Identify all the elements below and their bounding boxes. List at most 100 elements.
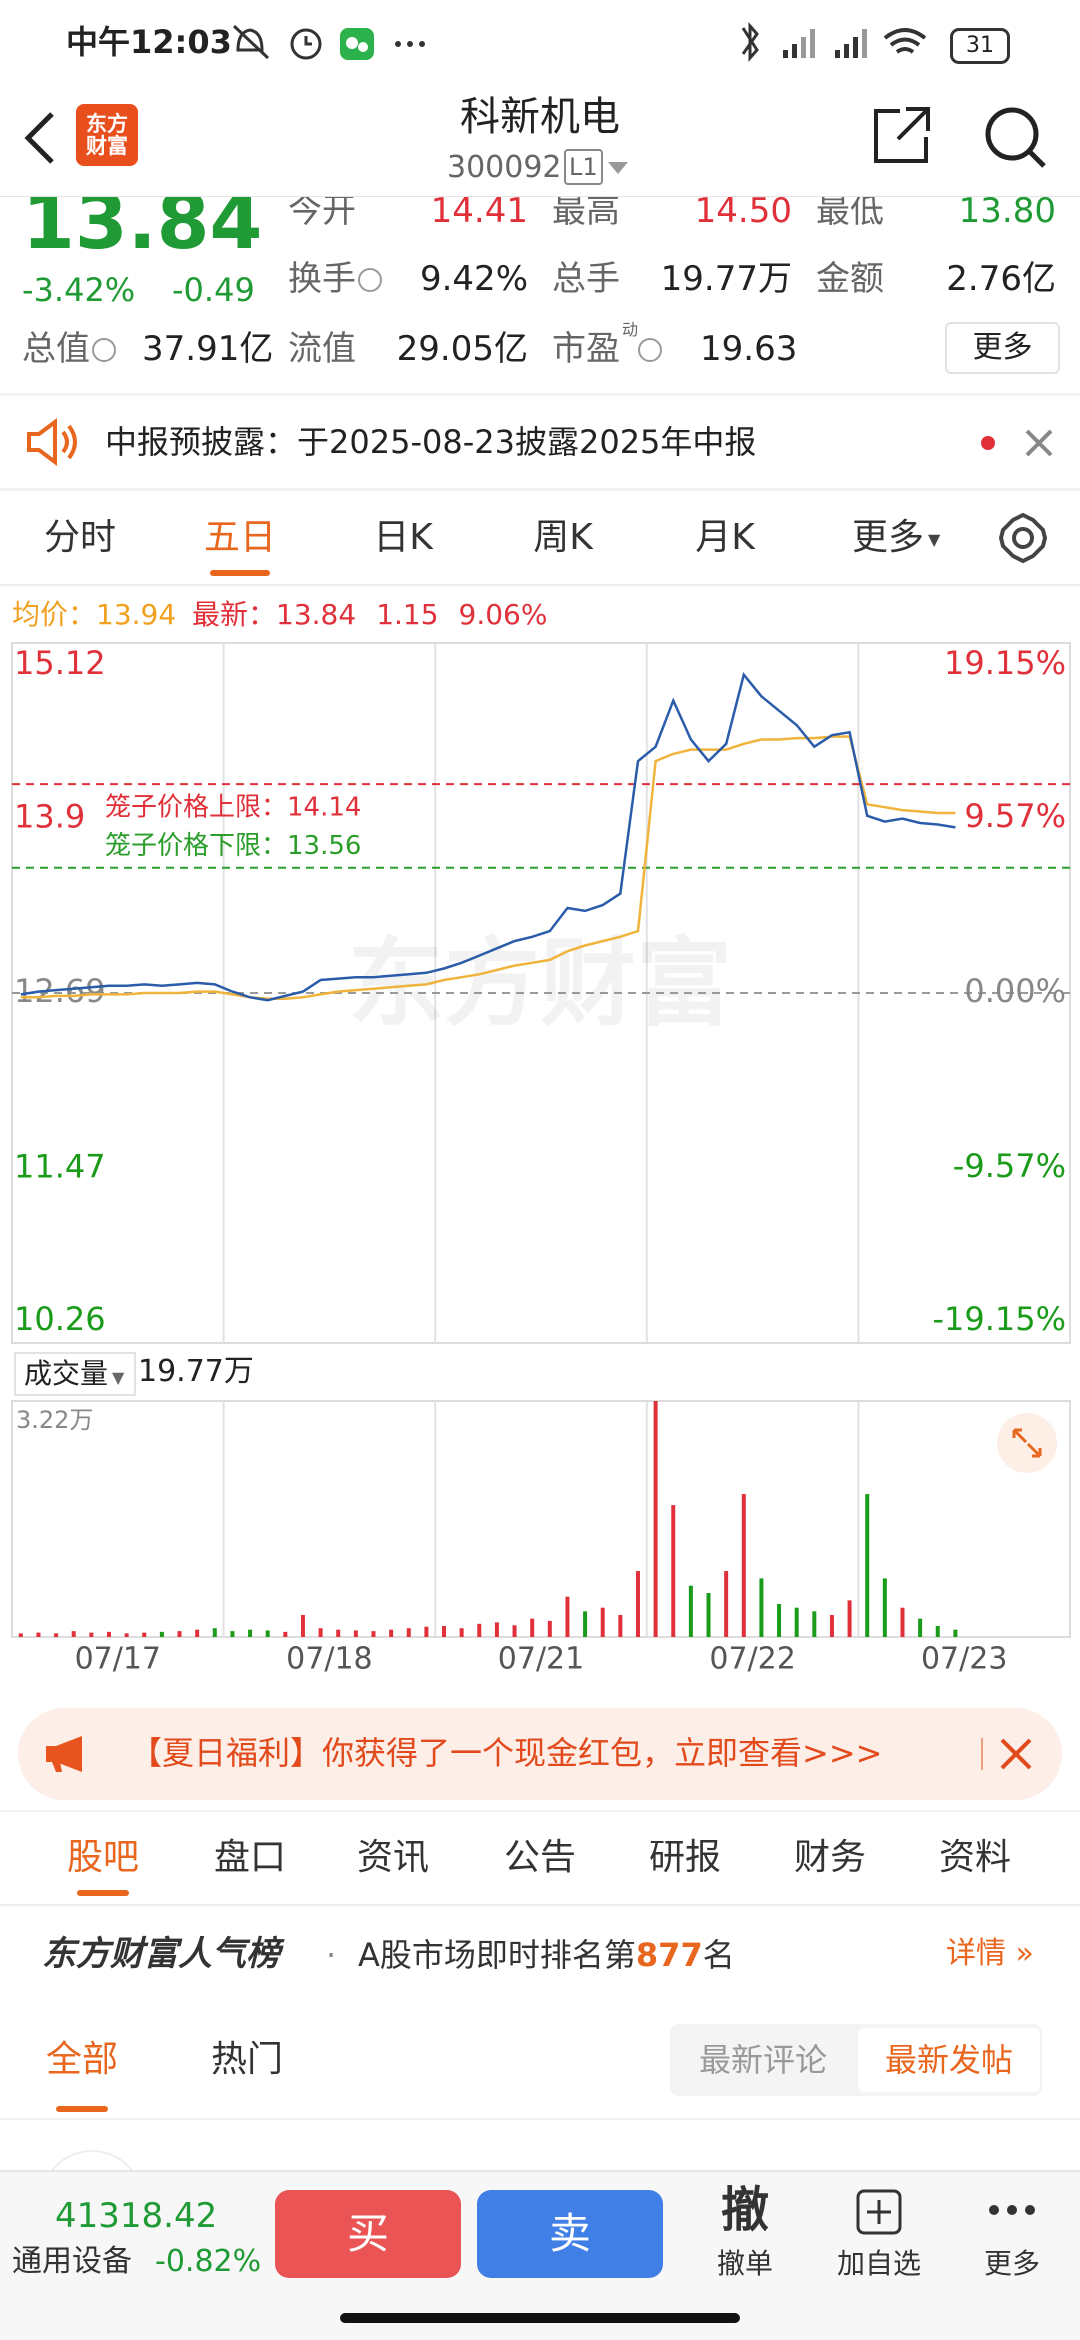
rank-dot: · — [326, 1936, 337, 1974]
volume-bar — [300, 1615, 305, 1637]
price-line — [20, 735, 956, 1001]
sell-button[interactable]: 卖 — [477, 2190, 663, 2278]
app-logo: 东方财富 — [76, 104, 138, 166]
content-tab[interactable]: 股吧 — [66, 1837, 139, 1878]
notice-close[interactable] — [975, 425, 1065, 461]
divider — [0, 488, 1080, 491]
volume-bar — [847, 1600, 852, 1637]
volume-bar — [89, 1632, 94, 1637]
change: -0.49 — [172, 271, 255, 309]
field-sup: 动 — [622, 320, 639, 339]
field-value: 2.76亿 — [946, 259, 1056, 299]
rank-suffix: 名 — [702, 1936, 735, 1974]
banner-close[interactable] — [978, 1734, 1044, 1774]
volume-bar — [600, 1607, 605, 1637]
chart-tab[interactable]: 日K — [373, 517, 433, 558]
field-label: 市盈 — [552, 329, 620, 369]
x-tick-label: 07/17 — [75, 1642, 161, 1677]
y2-tick-label: 19.15% — [944, 644, 1066, 682]
chart-tab[interactable]: 五日 — [203, 517, 276, 558]
x-tick-label: 07/23 — [921, 1642, 1007, 1677]
content-tab[interactable]: 资讯 — [356, 1837, 429, 1878]
chart-tab[interactable]: 分时 — [43, 517, 116, 558]
content-tab[interactable]: 资料 — [938, 1837, 1011, 1878]
expand-button[interactable] — [996, 1412, 1058, 1474]
dropdown-icon[interactable] — [606, 160, 630, 176]
share-button[interactable] — [872, 105, 932, 165]
volume-selector[interactable]: 成交量 ▼ — [14, 1352, 136, 1396]
volume-bar — [618, 1615, 623, 1637]
settings-button[interactable] — [997, 512, 1049, 564]
volume-bar — [671, 1505, 676, 1637]
more-label[interactable]: 更多 — [983, 2247, 1040, 2280]
volume-bar — [336, 1629, 341, 1637]
rank-detail-text[interactable]: 详情 — [946, 1936, 1006, 1971]
y-tick-label: 11.47 — [14, 1148, 106, 1186]
sort-option[interactable]: 最新发帖 — [858, 2028, 1040, 2092]
dropdown-arrow[interactable]: ▼ — [928, 530, 941, 549]
y2-tick-label: 9.57% — [964, 797, 1066, 835]
filter-tab[interactable]: 热门 — [210, 2039, 283, 2080]
chart-tab[interactable]: 月K — [695, 517, 755, 558]
volume-bar — [530, 1618, 535, 1637]
rank-text: A股市场即时排名第877名 — [358, 1939, 735, 1971]
back-button[interactable] — [20, 110, 60, 166]
content-tab[interactable]: 公告 — [503, 1837, 576, 1878]
field-label: 换手 — [288, 259, 356, 299]
volume-bar — [900, 1607, 905, 1637]
notice-text[interactable]: 中报预披露：于2025-08-23披露2025年中报 — [105, 423, 757, 461]
field-label: 金额 — [816, 259, 884, 299]
avg-value: 13.94 — [96, 598, 177, 631]
last-value: 13.84 — [276, 598, 357, 631]
status-time: 中午12:03 — [66, 23, 232, 61]
volume-bar — [424, 1626, 429, 1637]
volume-bar — [459, 1628, 464, 1637]
y-tick-label: 10.26 — [14, 1300, 106, 1338]
volume-bar — [583, 1611, 588, 1637]
x-tick-label: 07/22 — [709, 1642, 795, 1677]
volume-total: 19.77万 — [138, 1354, 254, 1389]
tab-underline — [210, 570, 270, 576]
cancel-label[interactable]: 撤单 — [716, 2247, 773, 2280]
sort-option[interactable]: 最新评论 — [698, 2041, 827, 2079]
volume-bar — [353, 1630, 358, 1637]
chart-tab[interactable]: 更多 — [851, 517, 924, 558]
x-tick-label: 07/21 — [498, 1642, 584, 1677]
home-indicator — [340, 2313, 740, 2323]
field-value: 14.41 — [430, 197, 528, 231]
y-tick-label: 13.9 — [14, 798, 85, 836]
volume-frame — [11, 1400, 1071, 1638]
content-tab[interactable]: 财务 — [793, 1837, 866, 1878]
banner-text[interactable]: 【夏日福利】你获得了一个现金红包，立即查看>>> — [130, 1734, 883, 1772]
limit-label: 笼子价格下限：13.56 — [105, 831, 361, 861]
price-line — [20, 671, 956, 1002]
rank-detail[interactable]: 详情 » — [946, 1936, 1034, 1971]
volume-bar — [71, 1631, 76, 1637]
volume-bar — [371, 1631, 376, 1637]
field-value: 19.63 — [700, 329, 798, 369]
tab-underline — [77, 1890, 129, 1896]
watch-label[interactable]: 加自选 — [836, 2247, 921, 2280]
field-value: 19.77万 — [660, 259, 792, 299]
field-value: 13.80 — [958, 197, 1056, 231]
status-icons — [232, 24, 425, 60]
chart-tab[interactable]: 周K — [533, 517, 593, 558]
volume-bar — [54, 1633, 59, 1637]
x-tick-label: 07/18 — [286, 1642, 372, 1677]
cancel-icon[interactable]: 撤 — [720, 2182, 769, 2238]
search-button[interactable] — [982, 104, 1048, 170]
buy-button[interactable]: 买 — [275, 2190, 461, 2278]
charts: 东方财富15.1213.912.6911.4710.2619.15%9.57%0… — [11, 642, 1071, 1677]
content-tab[interactable]: 研报 — [648, 1837, 721, 1878]
more-icon[interactable] — [986, 2200, 1038, 2220]
volume-bar — [635, 1571, 640, 1637]
more-button[interactable]: 更多 — [945, 322, 1060, 374]
content-tab[interactable]: 盘口 — [213, 1837, 286, 1878]
promo-banner[interactable] — [18, 1708, 1062, 1800]
watch-icon[interactable] — [855, 2188, 903, 2236]
last-price: 13.84 — [22, 197, 263, 266]
filter-tab[interactable]: 全部 — [45, 2039, 118, 2080]
rank-title: 东方财富人气榜 — [42, 1934, 280, 1974]
divider — [0, 1810, 1080, 1812]
